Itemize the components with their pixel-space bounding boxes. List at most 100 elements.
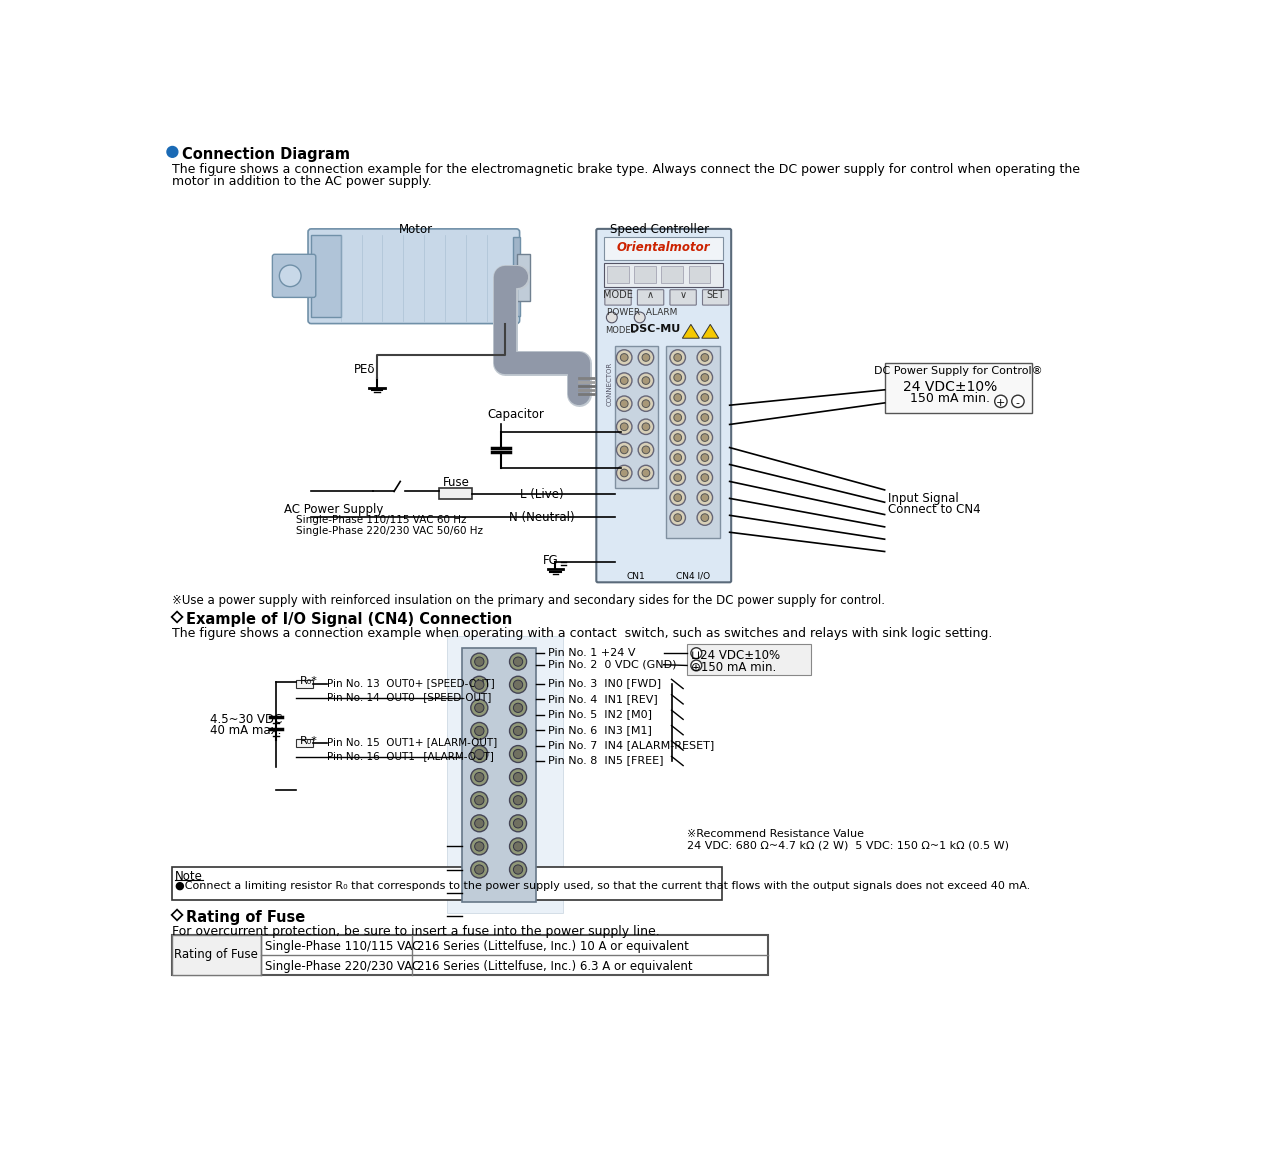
Circle shape (617, 350, 632, 365)
Circle shape (698, 470, 713, 485)
Circle shape (621, 423, 628, 430)
Text: !: ! (689, 326, 692, 336)
Bar (517, 254, 530, 301)
Circle shape (471, 699, 488, 716)
Text: Pin No. 3  IN0 [FWD]: Pin No. 3 IN0 [FWD] (548, 678, 660, 688)
Text: Pin No. 15  OUT1+ [ALARM-OUT]: Pin No. 15 OUT1+ [ALARM-OUT] (326, 737, 497, 747)
Text: CN4 I/O: CN4 I/O (676, 571, 710, 580)
Circle shape (639, 419, 654, 435)
Text: Pin No. 1 +24 V: Pin No. 1 +24 V (548, 648, 635, 658)
Text: Note: Note (175, 870, 202, 883)
Circle shape (701, 434, 709, 442)
Text: 24 VDC: 680 Ω~4.7 kΩ (2 W)  5 VDC: 150 Ω~1 kΩ (0.5 W): 24 VDC: 680 Ω~4.7 kΩ (2 W) 5 VDC: 150 Ω~… (687, 840, 1009, 850)
Circle shape (617, 465, 632, 480)
Text: ●Connect a limiting resistor R₀ that corresponds to the power supply used, so th: ●Connect a limiting resistor R₀ that cor… (175, 882, 1030, 891)
Text: Pin No. 2  0 VDC (GND): Pin No. 2 0 VDC (GND) (548, 659, 676, 670)
Circle shape (669, 490, 686, 505)
Text: N (Neutral): N (Neutral) (508, 511, 575, 523)
Circle shape (701, 393, 709, 401)
Bar (296, 740, 312, 747)
Bar (614, 345, 658, 488)
Circle shape (691, 661, 701, 671)
Circle shape (475, 657, 484, 666)
Circle shape (607, 312, 617, 323)
Text: motor in addition to the AC power supply.: motor in addition to the AC power supply… (172, 174, 431, 188)
Circle shape (691, 648, 701, 658)
Circle shape (639, 395, 654, 412)
Circle shape (673, 454, 681, 462)
Circle shape (995, 395, 1007, 407)
Bar (604, 263, 723, 287)
Circle shape (669, 509, 686, 526)
Text: Connection Diagram: Connection Diagram (182, 148, 349, 163)
Circle shape (509, 722, 526, 740)
Circle shape (509, 792, 526, 808)
Circle shape (621, 469, 628, 477)
Circle shape (509, 861, 526, 878)
Circle shape (701, 454, 709, 462)
Text: R₀*: R₀* (300, 676, 317, 686)
FancyBboxPatch shape (596, 229, 731, 583)
Text: ⊔24 VDC±10%: ⊔24 VDC±10% (691, 649, 780, 662)
Bar (607, 266, 628, 283)
Circle shape (639, 442, 654, 457)
Circle shape (639, 350, 654, 365)
Circle shape (509, 676, 526, 693)
Circle shape (617, 442, 632, 457)
Circle shape (643, 377, 650, 385)
Text: MODE: MODE (603, 291, 634, 300)
Circle shape (698, 350, 713, 365)
Circle shape (475, 704, 484, 713)
Circle shape (475, 795, 484, 805)
Circle shape (669, 430, 686, 445)
Circle shape (698, 450, 713, 465)
Circle shape (509, 745, 526, 763)
Text: Single-Phase 110/115 VAC 60 Hz
Single-Phase 220/230 VAC 50/60 Hz: Single-Phase 110/115 VAC 60 Hz Single-Ph… (296, 514, 483, 536)
Circle shape (513, 727, 522, 735)
Text: 216 Series (Littelfuse, Inc.) 10 A or equivalent: 216 Series (Littelfuse, Inc.) 10 A or eq… (416, 940, 689, 952)
Text: For overcurrent protection, be sure to insert a fuse into the power supply line.: For overcurrent protection, be sure to i… (172, 925, 659, 939)
Text: -: - (1016, 398, 1020, 408)
Circle shape (471, 654, 488, 670)
Text: 4.5~30 VDC: 4.5~30 VDC (210, 713, 283, 726)
Text: ∨: ∨ (680, 291, 686, 300)
Circle shape (513, 795, 522, 805)
Circle shape (701, 414, 709, 421)
Circle shape (509, 839, 526, 855)
Circle shape (698, 430, 713, 445)
Text: Rating of Fuse: Rating of Fuse (174, 949, 257, 962)
Text: ∧: ∧ (646, 291, 654, 300)
Polygon shape (172, 612, 183, 622)
Circle shape (635, 312, 645, 323)
Text: POWER  ALARM: POWER ALARM (607, 308, 677, 317)
Text: 216 Series (Littelfuse, Inc.) 6.3 A or equivalent: 216 Series (Littelfuse, Inc.) 6.3 A or e… (416, 959, 692, 972)
Text: ※Recommend Resistance Value: ※Recommend Resistance Value (687, 829, 864, 839)
Text: 24 VDC±10%: 24 VDC±10% (904, 380, 997, 394)
Circle shape (698, 390, 713, 405)
Circle shape (701, 473, 709, 481)
Circle shape (475, 680, 484, 690)
Text: CN1: CN1 (626, 571, 645, 580)
Circle shape (471, 769, 488, 785)
Circle shape (673, 354, 681, 362)
Circle shape (475, 772, 484, 782)
Text: MODEL: MODEL (605, 326, 636, 335)
Bar (513, 236, 520, 316)
Bar (462, 648, 536, 901)
Bar (439, 488, 471, 499)
Polygon shape (172, 909, 183, 920)
Text: Single-Phase 110/115 VAC: Single-Phase 110/115 VAC (265, 940, 421, 952)
Circle shape (513, 657, 522, 666)
Circle shape (643, 423, 650, 430)
Circle shape (669, 370, 686, 385)
Polygon shape (701, 324, 719, 338)
Text: ⊕150 mA min.: ⊕150 mA min. (691, 661, 776, 673)
FancyBboxPatch shape (669, 290, 696, 305)
Circle shape (513, 842, 522, 851)
Circle shape (701, 373, 709, 381)
FancyBboxPatch shape (273, 255, 316, 298)
Circle shape (673, 434, 681, 442)
Text: Pin No. 7  IN4 [ALARM-RESET]: Pin No. 7 IN4 [ALARM-RESET] (548, 740, 714, 750)
Bar (447, 636, 563, 913)
Circle shape (471, 722, 488, 740)
